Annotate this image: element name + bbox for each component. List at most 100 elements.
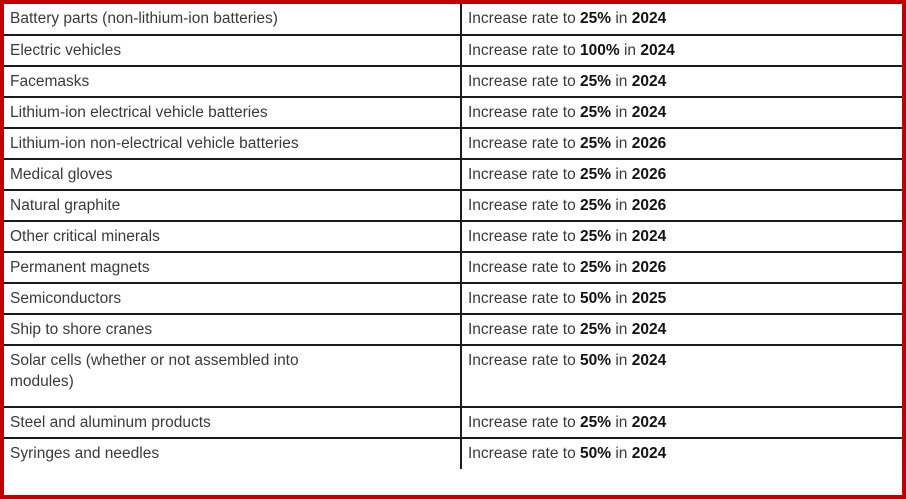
- table-row: Syringes and needles Increase rate to 50…: [4, 437, 902, 470]
- rate-cell: Increase rate to 25% in 2024: [460, 65, 902, 98]
- rate-value: 50%: [580, 445, 612, 462]
- table-row: Natural graphite Increase rate to 25% in…: [4, 189, 902, 222]
- rate-prefix-text: Increase rate to: [468, 135, 581, 152]
- table-row: Lithium-ion non-electrical vehicle batte…: [4, 127, 902, 160]
- year-value: 2026: [631, 166, 667, 183]
- rate-infix-text: in: [611, 73, 632, 90]
- rate-infix-text: in: [611, 197, 632, 214]
- rate-infix-text: in: [611, 104, 632, 121]
- rate-value: 50%: [580, 352, 612, 369]
- rate-cell: Increase rate to 100% in 2024: [460, 34, 902, 67]
- rate-value: 25%: [580, 228, 612, 245]
- year-value: 2024: [631, 10, 667, 27]
- rate-cell: Increase rate to 25% in 2024: [460, 220, 902, 253]
- rate-prefix-text: Increase rate to: [468, 166, 581, 183]
- rate-cell: Increase rate to 50% in 2025: [460, 282, 902, 315]
- table-row: Battery parts (non-lithium-ion batteries…: [4, 4, 902, 36]
- category-cell: Solar cells (whether or not assembled in…: [4, 344, 462, 408]
- table-row: Solar cells (whether or not assembled in…: [4, 344, 902, 408]
- rate-infix-text: in: [619, 42, 641, 59]
- year-value: 2026: [631, 135, 667, 152]
- year-value: 2025: [631, 290, 667, 307]
- rate-cell: Increase rate to 25% in 2026: [460, 158, 902, 191]
- category-cell: Battery parts (non-lithium-ion batteries…: [4, 4, 462, 36]
- year-value: 2026: [631, 197, 667, 214]
- rate-value: 100%: [580, 42, 620, 59]
- category-cell: Facemasks: [4, 65, 462, 98]
- table-row: Semiconductors Increase rate to 50% in 2…: [4, 282, 902, 315]
- rate-value: 25%: [580, 321, 612, 338]
- rate-infix-text: in: [611, 166, 632, 183]
- year-value: 2024: [631, 352, 667, 369]
- tariff-table-body: Battery parts (non-lithium-ion batteries…: [4, 4, 902, 470]
- year-value: 2024: [631, 445, 667, 462]
- rate-prefix-text: Increase rate to: [468, 197, 581, 214]
- table-row: Steel and aluminum products Increase rat…: [4, 406, 902, 439]
- category-cell: Medical gloves: [4, 158, 462, 191]
- rate-value: 25%: [580, 197, 612, 214]
- rate-infix-text: in: [611, 414, 632, 431]
- category-cell: Permanent magnets: [4, 251, 462, 284]
- category-cell: Lithium-ion electrical vehicle batteries: [4, 96, 462, 129]
- year-value: 2024: [631, 73, 667, 90]
- rate-cell: Increase rate to 25% in 2026: [460, 251, 902, 284]
- category-cell: Other critical minerals: [4, 220, 462, 253]
- year-value: 2024: [640, 42, 675, 59]
- year-value: 2024: [631, 104, 667, 121]
- rate-value: 25%: [580, 166, 612, 183]
- rate-infix-text: in: [611, 290, 632, 307]
- rate-prefix-text: Increase rate to: [468, 42, 581, 59]
- rate-prefix-text: Increase rate to: [468, 445, 581, 462]
- rate-value: 25%: [580, 73, 612, 90]
- rate-cell: Increase rate to 50% in 2024: [460, 437, 902, 470]
- table-row: Electric vehicles Increase rate to 100% …: [4, 34, 902, 67]
- rate-prefix-text: Increase rate to: [468, 10, 581, 27]
- rate-cell: Increase rate to 25% in 2024: [460, 4, 902, 36]
- rate-cell: Increase rate to 25% in 2024: [460, 406, 902, 439]
- rate-prefix-text: Increase rate to: [468, 352, 581, 369]
- rate-infix-text: in: [611, 259, 632, 276]
- category-cell: Syringes and needles: [4, 437, 462, 470]
- rate-prefix-text: Increase rate to: [468, 73, 581, 90]
- rate-infix-text: in: [611, 135, 632, 152]
- rate-cell: Increase rate to 25% in 2024: [460, 313, 902, 346]
- year-value: 2026: [631, 259, 667, 276]
- table-row: Other critical minerals Increase rate to…: [4, 220, 902, 253]
- table-row: Lithium-ion electrical vehicle batteries…: [4, 96, 902, 129]
- rate-prefix-text: Increase rate to: [468, 414, 581, 431]
- rate-prefix-text: Increase rate to: [468, 290, 581, 307]
- rate-value: 25%: [580, 135, 612, 152]
- category-cell: Natural graphite: [4, 189, 462, 222]
- rate-cell: Increase rate to 25% in 2024: [460, 96, 902, 129]
- year-value: 2024: [631, 321, 667, 338]
- rate-value: 25%: [580, 414, 612, 431]
- category-cell: Semiconductors: [4, 282, 462, 315]
- category-cell: Steel and aluminum products: [4, 406, 462, 439]
- rate-prefix-text: Increase rate to: [468, 228, 581, 245]
- category-cell: Electric vehicles: [4, 34, 462, 67]
- table-row: Facemasks Increase rate to 25% in 2024: [4, 65, 902, 98]
- rate-infix-text: in: [611, 228, 632, 245]
- rate-value: 25%: [580, 259, 612, 276]
- category-cell: Lithium-ion non-electrical vehicle batte…: [4, 127, 462, 160]
- rate-prefix-text: Increase rate to: [468, 104, 581, 121]
- rate-value: 25%: [580, 104, 612, 121]
- category-cell: Ship to shore cranes: [4, 313, 462, 346]
- table-row: Medical gloves Increase rate to 25% in 2…: [4, 158, 902, 191]
- table-row: Ship to shore cranes Increase rate to 25…: [4, 313, 902, 346]
- rate-infix-text: in: [611, 10, 632, 27]
- rate-infix-text: in: [611, 352, 632, 369]
- rate-cell: Increase rate to 25% in 2026: [460, 127, 902, 160]
- rate-infix-text: in: [611, 321, 632, 338]
- year-value: 2024: [631, 414, 667, 431]
- rate-prefix-text: Increase rate to: [468, 321, 581, 338]
- rate-cell: Increase rate to 25% in 2026: [460, 189, 902, 222]
- rate-cell: Increase rate to 50% in 2024: [460, 344, 902, 408]
- year-value: 2024: [631, 228, 667, 245]
- table-row: Permanent magnets Increase rate to 25% i…: [4, 251, 902, 284]
- rate-infix-text: in: [611, 445, 632, 462]
- rate-value: 25%: [580, 10, 612, 27]
- tariff-table: Battery parts (non-lithium-ion batteries…: [4, 4, 902, 470]
- rate-prefix-text: Increase rate to: [468, 259, 581, 276]
